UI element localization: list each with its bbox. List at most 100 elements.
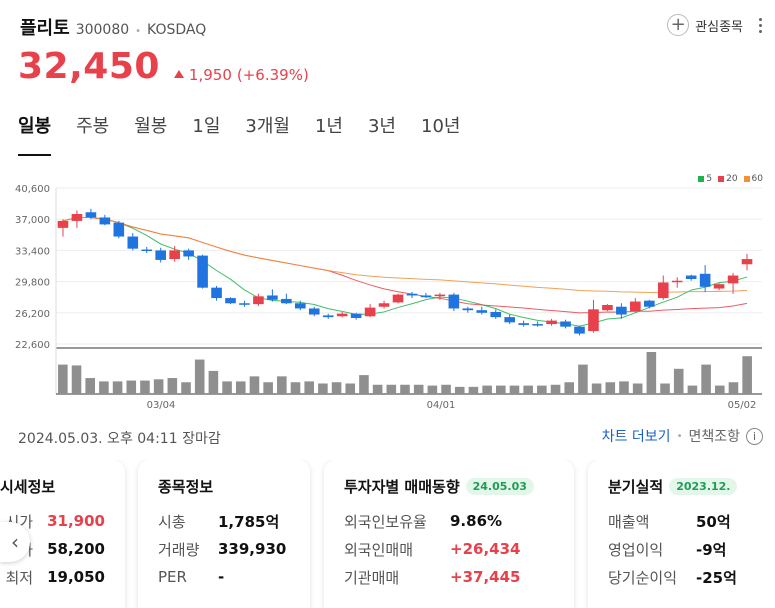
volume-bar: [71, 365, 82, 394]
candle-body: [71, 214, 83, 221]
disclaimer-link[interactable]: 면책조항: [688, 429, 740, 445]
ma20-line: [62, 216, 748, 314]
tab-3months[interactable]: 3개월: [245, 116, 290, 137]
card-row: 외국인매매 +26,434: [344, 535, 554, 563]
candle-body: [671, 280, 683, 283]
card-title: 시세정보: [0, 478, 56, 496]
x-tick-label: 04/01: [427, 400, 456, 411]
row-label: 52주 최저: [0, 568, 34, 587]
tab-1year[interactable]: 1년: [314, 116, 343, 137]
price-row: 32,450 1,950 (+6.39%): [18, 46, 309, 87]
ma60-line: [62, 216, 748, 293]
row-label: 당기순이익: [608, 568, 678, 587]
candle-body: [643, 300, 655, 307]
tab-3years[interactable]: 3년: [367, 116, 396, 137]
candle-body: [434, 294, 446, 297]
card-title-text: 투자자별 매매동향: [344, 478, 460, 496]
links-separator: •: [676, 430, 683, 442]
stock-market: KOSDAQ: [147, 22, 207, 38]
volume-bar: [99, 381, 109, 394]
volume-bar: [413, 384, 424, 394]
volume-bar: [318, 383, 328, 394]
volume-bar: [167, 378, 178, 394]
market-timestamp: 2024.05.03. 오후 04:11 장마감: [18, 431, 221, 447]
tab-daily[interactable]: 일봉: [18, 112, 52, 156]
candle-body: [406, 293, 418, 296]
row-value: -9억: [696, 540, 727, 559]
candle-body: [308, 308, 320, 315]
card-row: 당기순이익 -25억: [608, 563, 768, 591]
candle-body: [253, 296, 264, 305]
row-value: 1,785억: [218, 512, 280, 531]
volume-bar: [714, 385, 725, 394]
candle-body: [504, 317, 516, 323]
tab-monthly[interactable]: 월봉: [134, 116, 168, 137]
row-value: 31,900: [47, 512, 105, 530]
row-value: 19,050: [47, 568, 105, 586]
tab-10years[interactable]: 10년: [421, 116, 461, 137]
volume-bar: [235, 381, 246, 394]
legend-ma60: 60: [743, 174, 763, 184]
volume-bar: [304, 381, 314, 394]
quarterly-results-card[interactable]: 분기실적 2023.12. 매출액 50억 영업이익 -9억 당기순이익 -25억: [588, 460, 775, 608]
stock-header: 플리토 300080 • KOSDAQ: [20, 14, 206, 40]
add-to-watchlist-button[interactable]: + 관심종목: [667, 14, 743, 36]
candle-body: [518, 323, 529, 325]
date-badge: 24.05.03: [465, 478, 534, 495]
candle-body: [85, 212, 97, 218]
candle-body: [322, 315, 334, 318]
candle-body: [378, 303, 390, 307]
investor-trend-card[interactable]: 투자자별 매매동향 24.05.03 외국인보유율 9.86% 외국인매매 +26,4…: [324, 460, 574, 608]
candle-body: [741, 259, 753, 265]
row-value: 9.86%: [450, 512, 503, 530]
y-tick-label: 29,800: [15, 278, 50, 289]
ma5-line: [62, 216, 748, 327]
legend-ma5: 5: [698, 174, 712, 184]
more-options-icon[interactable]: [755, 14, 765, 36]
date-badge: 2023.12.: [669, 478, 738, 495]
candle-body: [294, 303, 306, 309]
x-tick-label: 05/02: [728, 400, 757, 411]
y-tick-label: 26,200: [15, 309, 50, 320]
volume-bar: [58, 364, 68, 394]
y-tick-label: 22,600: [15, 340, 50, 351]
legend-swatch: [698, 176, 705, 182]
card-row: 영업이익 -9억: [608, 535, 768, 563]
price-chart[interactable]: 40,600 37,000 33,400 29,800 26,200 22,600 03/0…: [0, 172, 775, 412]
current-price: 32,450: [18, 46, 160, 87]
volume-bar: [619, 381, 629, 394]
candle-body: [727, 275, 739, 284]
volume-bar: [153, 379, 164, 394]
candle-body: [183, 250, 194, 257]
volume-bar: [496, 385, 506, 394]
stock-info-card[interactable]: 종목정보 시총 1,785억 거래량 339,930 PER -: [138, 460, 310, 608]
card-row: 52주 최저 19,050: [0, 563, 105, 591]
card-row: 기관매매 +37,445: [344, 563, 554, 591]
tab-1day[interactable]: 1일: [192, 116, 221, 137]
candle-body: [197, 255, 208, 288]
volume-bar: [386, 384, 397, 394]
period-tabs: 일봉 주봉 월봉 1일 3개월 1년 3년 10년: [18, 112, 485, 156]
volume-bar: [564, 382, 575, 394]
candle-body: [127, 236, 139, 249]
legend-ma20: 20: [718, 174, 738, 184]
candle-body: [225, 298, 236, 304]
volume-bar: [249, 376, 260, 394]
candle-body: [699, 273, 711, 287]
change-percent: (+6.39%): [236, 66, 309, 84]
card-title: 종목정보: [158, 478, 214, 496]
volume-bar: [687, 385, 698, 394]
tab-weekly[interactable]: 주봉: [76, 116, 110, 137]
info-icon[interactable]: i: [746, 427, 763, 445]
volume-bar: [181, 382, 191, 394]
volume-bar: [194, 359, 205, 394]
chart-more-link[interactable]: 차트 더보기: [601, 429, 671, 445]
row-label: 영업이익: [608, 540, 664, 559]
candle-body: [211, 287, 222, 299]
row-label: 외국인매매: [344, 540, 414, 559]
candle-body: [476, 310, 488, 313]
volume-bar: [222, 381, 232, 394]
chart-legend: 5 20 60: [698, 174, 763, 184]
candle-body: [713, 284, 725, 289]
